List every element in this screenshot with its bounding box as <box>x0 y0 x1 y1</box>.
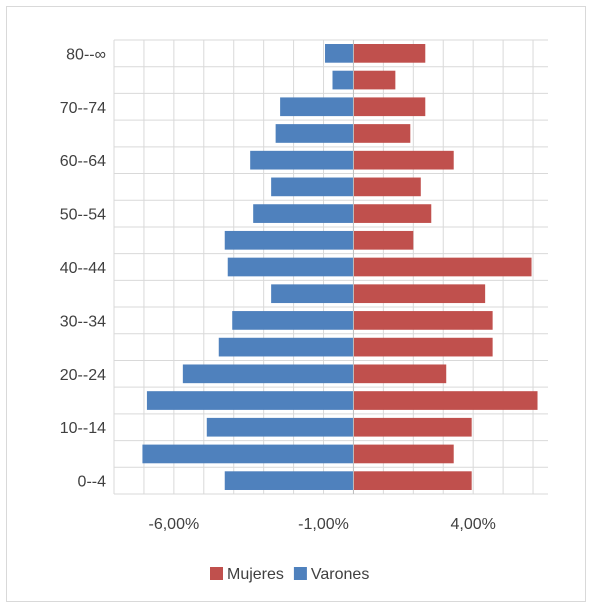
y-tick-label: 40--44 <box>60 260 106 277</box>
bar-varones <box>224 471 354 490</box>
bar-varones <box>227 257 354 277</box>
legend-swatch-varones <box>293 567 307 580</box>
bar-mujeres <box>353 177 421 197</box>
bar-mujeres <box>353 204 432 223</box>
x-tick-label: 4,00% <box>450 516 495 533</box>
legend-label-varones: Varones <box>311 566 369 583</box>
bar-varones <box>275 124 354 143</box>
bar-mujeres <box>353 70 396 90</box>
bar-mujeres <box>353 364 447 384</box>
y-tick-label: 0--4 <box>78 474 107 491</box>
bar-mujeres <box>353 471 472 490</box>
bar-varones <box>142 444 354 464</box>
bar-mujeres <box>353 444 454 464</box>
y-tick-label: 10--14 <box>60 420 106 437</box>
tick-labels: 0--4 10--14 20--24 30--34 40--44 50--54 60--64… <box>60 46 496 533</box>
bar-varones <box>182 364 354 384</box>
y-tick-label: 70--74 <box>60 100 106 117</box>
y-tick-label: 30--34 <box>60 313 106 330</box>
bar-varones <box>271 284 354 304</box>
bar-varones <box>332 70 354 90</box>
bar-mujeres <box>353 311 493 330</box>
bar-varones <box>224 230 354 250</box>
bar-mujeres <box>353 97 426 117</box>
y-tick-label: 20--24 <box>60 367 106 384</box>
legend-label-mujeres: Mujeres <box>227 566 284 583</box>
legend: Mujeres Varones <box>210 566 369 583</box>
bar-varones <box>232 311 354 330</box>
bar-varones <box>271 177 354 197</box>
bar-mujeres <box>353 124 411 143</box>
y-tick-label: 60--64 <box>60 153 106 170</box>
bar-mujeres <box>353 44 426 63</box>
x-tick-label: -6,00% <box>149 516 200 533</box>
legend-swatch-mujeres <box>210 567 223 580</box>
bar-varones <box>218 337 354 357</box>
bar-mujeres <box>353 230 414 250</box>
y-tick-label: 50--54 <box>60 207 106 224</box>
y-tick-label: 80--∞ <box>66 46 106 63</box>
bar-varones <box>206 417 354 437</box>
bar-mujeres <box>353 391 538 410</box>
bar-mujeres <box>353 337 493 357</box>
bar-varones <box>325 44 354 63</box>
bar-varones <box>146 391 354 410</box>
bar-mujeres <box>353 150 454 170</box>
x-tick-label: -1,00% <box>298 516 349 533</box>
bars <box>142 44 538 490</box>
bar-mujeres <box>353 284 486 304</box>
bar-mujeres <box>353 417 472 437</box>
bar-mujeres <box>353 257 532 277</box>
bar-varones <box>253 204 354 223</box>
bar-varones <box>280 97 354 117</box>
bar-varones <box>250 150 354 170</box>
